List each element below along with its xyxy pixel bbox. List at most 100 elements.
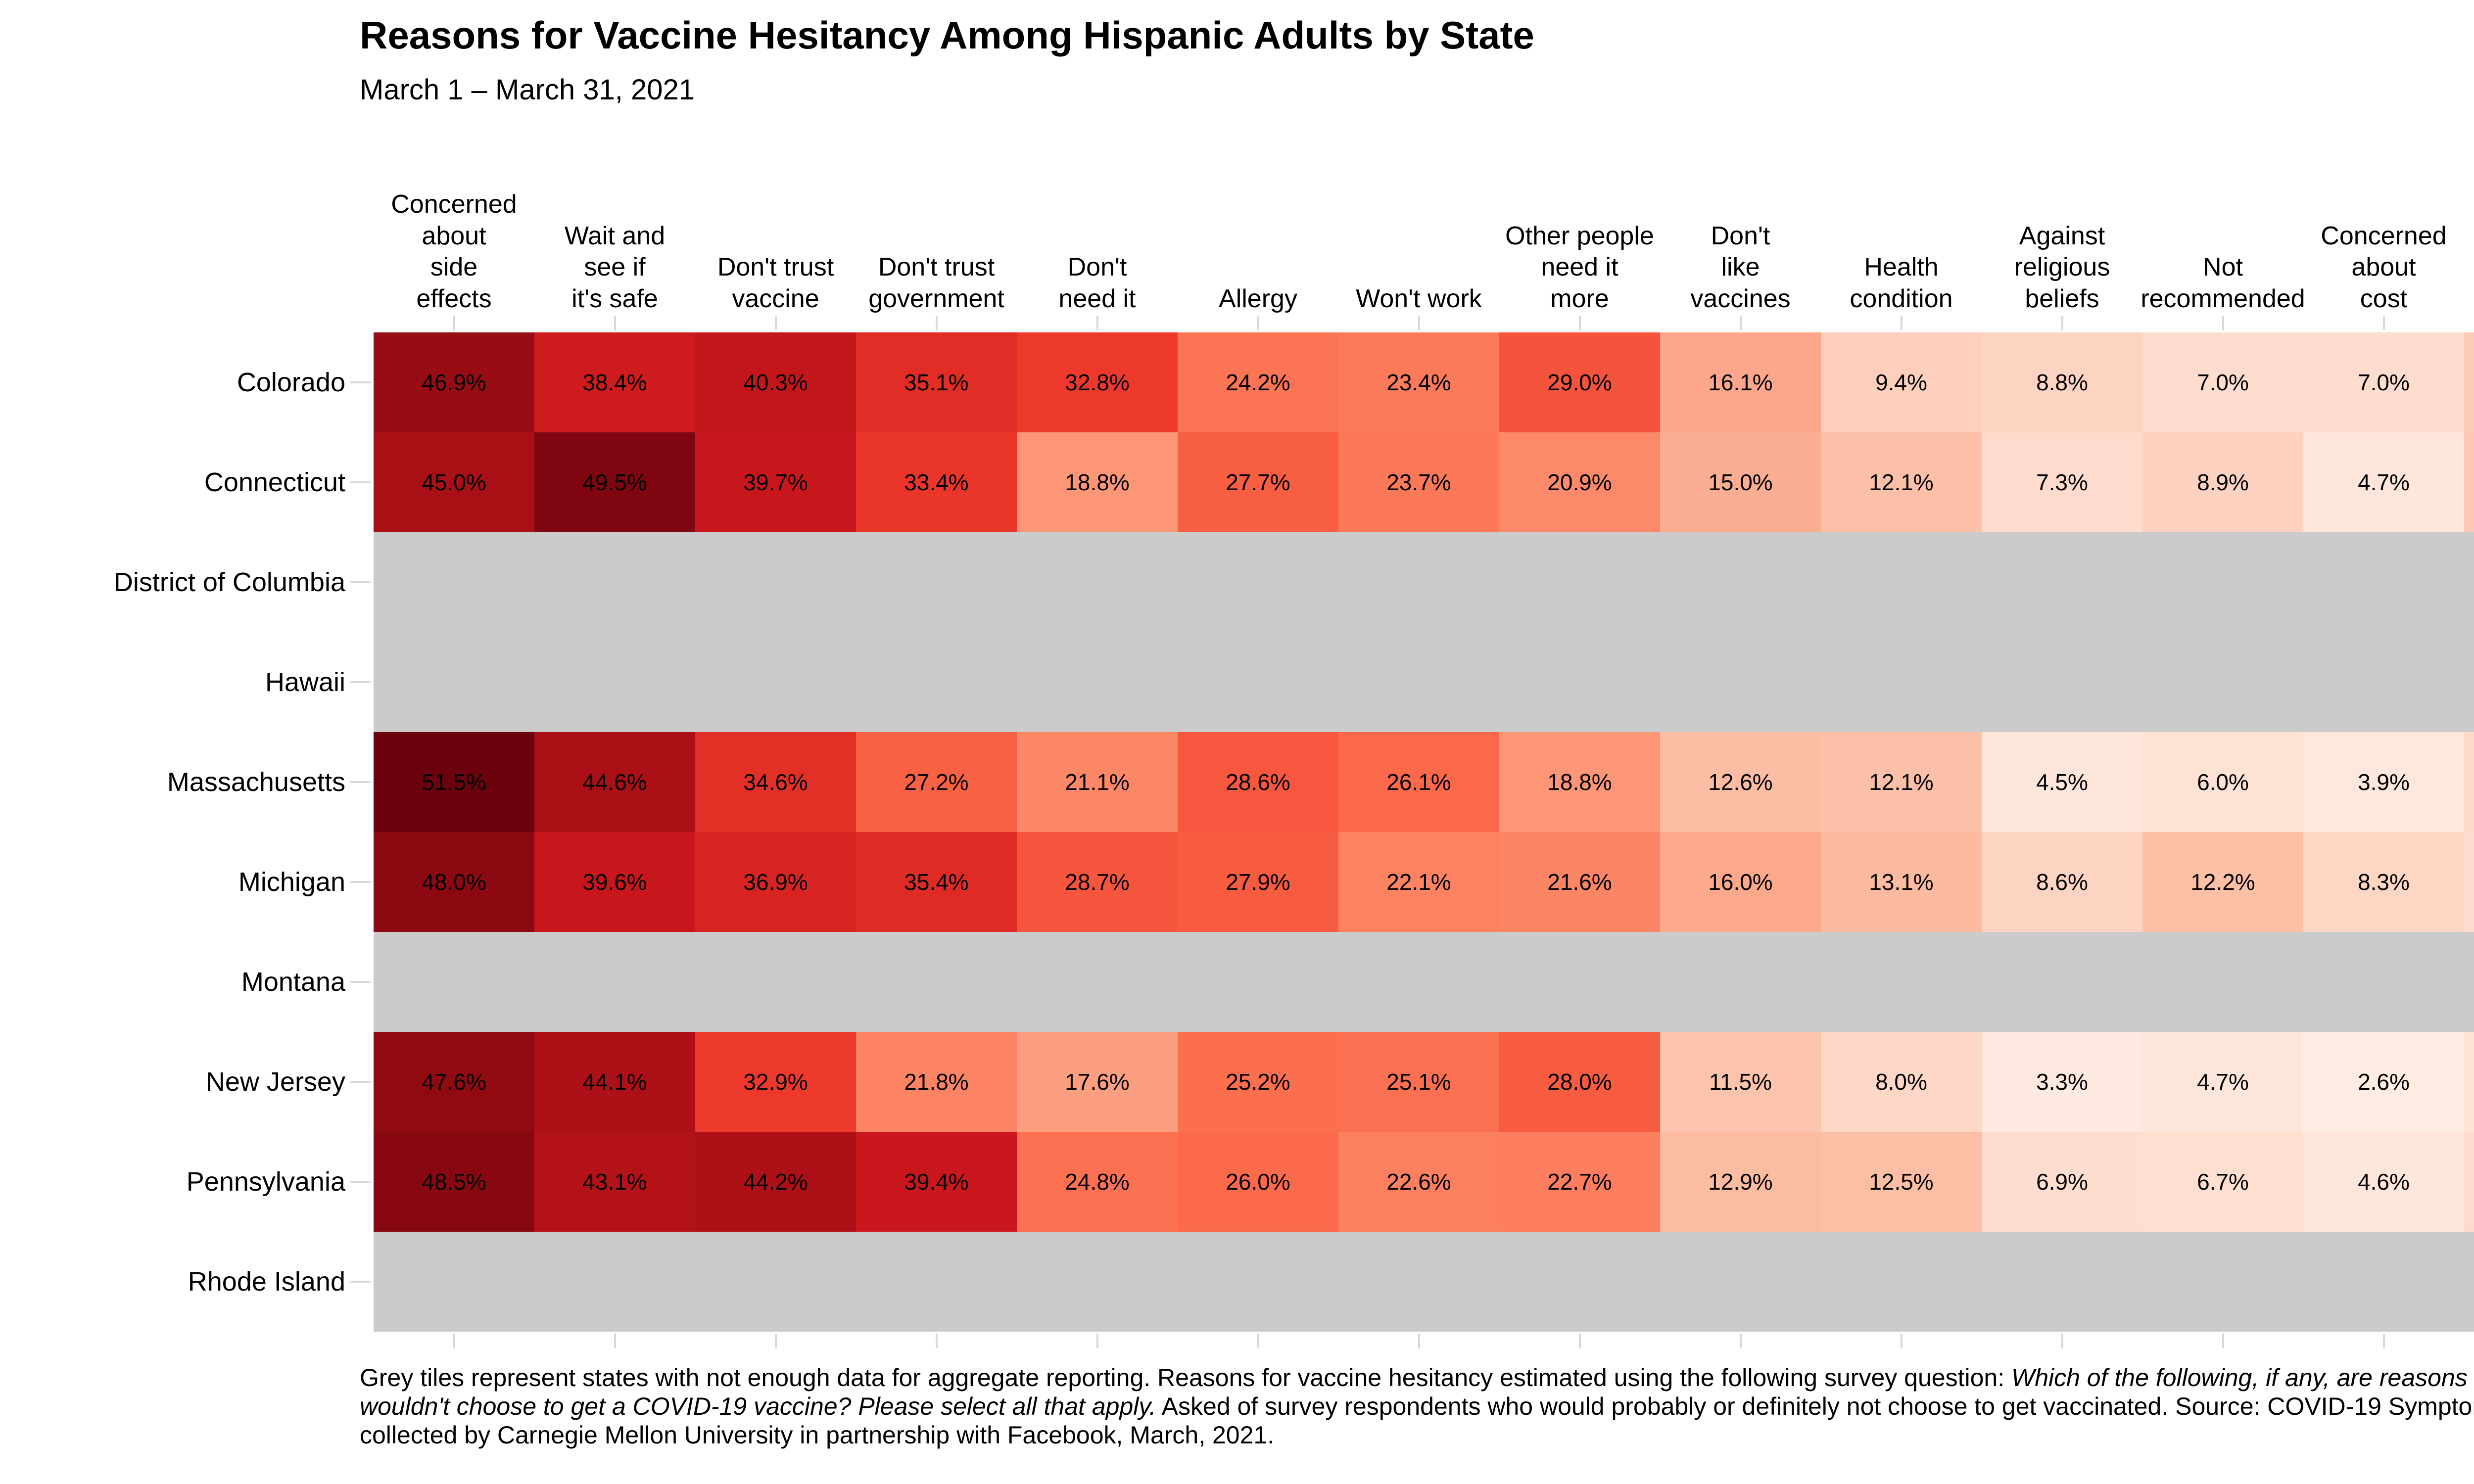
column-header: Wait and see if it's safe: [564, 221, 666, 313]
heatmap-cell: 8.3%: [2303, 832, 2464, 932]
axis-tick: [350, 1081, 371, 1083]
axis-tick: [2382, 1334, 2385, 1348]
heatmap-cell: 26.0%: [1178, 1132, 1338, 1232]
heatmap-cell: 44.2%: [695, 1132, 856, 1232]
column-header: Concerned about cost: [2321, 221, 2447, 313]
heatmap-cell: 10.5%: [2464, 432, 2474, 532]
heatmap-cell: 35.1%: [856, 332, 1017, 432]
heatmap-cell: 48.0%: [374, 832, 534, 932]
heatmap-cell: 26.1%: [1338, 732, 1499, 832]
footnote-text: Grey tiles represent states with not eno…: [360, 1364, 2011, 1391]
heatmap-cell: 3.9%: [2303, 732, 2464, 832]
chart-title: Reasons for Vaccine Hesitancy Among Hisp…: [360, 13, 1534, 57]
column-header: Against religious beliefs: [2014, 221, 2110, 313]
axis-tick: [2382, 316, 2385, 330]
heatmap-cell: 32.9%: [695, 1032, 856, 1132]
heatmap-cell: 32.8%: [1017, 332, 1178, 432]
axis-tick: [350, 681, 371, 683]
heatmap-row: 51.5% 44.6% 34.6% 27.2% 21.1% 28.6% 26.1% 18.8%…: [374, 732, 2474, 832]
heatmap-cell: 25.1%: [1338, 1032, 1499, 1132]
heatmap-cell: 12.5%: [1821, 1132, 1982, 1232]
heatmap-cell: 10.0%: [2464, 332, 2474, 432]
heatmap-cell: 16.0%: [1660, 832, 1821, 932]
column-header: Won't work: [1356, 284, 1482, 313]
axis-tick: [774, 316, 777, 330]
heatmap-cell: 20.9%: [1499, 432, 1660, 532]
heatmap-cell: 25.2%: [1178, 1032, 1338, 1132]
heatmap-cell: 24.8%: [1017, 1132, 1178, 1232]
row-label: New Jersey: [205, 1067, 345, 1097]
heatmap-row: [374, 532, 2474, 632]
heatmap-cell: 27.2%: [856, 732, 1017, 832]
heatmap-cell: 17.6%: [1017, 1032, 1178, 1132]
heatmap-cell: 4.7%: [2303, 432, 2464, 532]
heatmap-cell: 12.1%: [1821, 732, 1982, 832]
row-label: Massachusetts: [167, 767, 345, 797]
column-header: Not recommended: [2141, 253, 2305, 313]
axis-tick: [1578, 1334, 1581, 1348]
heatmap-cell: 21.6%: [1499, 832, 1660, 932]
heatmap-row: 47.6% 44.1% 32.9% 21.8% 17.6% 25.2% 25.1% 28.0%…: [374, 1032, 2474, 1132]
heatmap-cell: 4.6%: [2303, 1132, 2464, 1232]
heatmap-row: 48.0% 39.6% 36.9% 35.4% 28.7% 27.9% 22.1% 21.6%…: [374, 832, 2474, 932]
heatmap-row: 45.0% 49.5% 39.7% 33.4% 18.8% 27.7% 23.7% 20.9%…: [374, 432, 2474, 532]
axis-tick: [774, 1334, 777, 1348]
heatmap-cell: 22.1%: [1338, 832, 1499, 932]
heatmap-cell: 23.7%: [1338, 432, 1499, 532]
missing-data-tile: [374, 632, 2474, 732]
axis-tick: [350, 1281, 371, 1283]
heatmap-cell: 7.2%: [2464, 832, 2474, 932]
row-label: Pennsylvania: [186, 1167, 345, 1197]
heatmap-cell: 8.9%: [2142, 432, 2303, 532]
heatmap-cell: 4.5%: [1982, 732, 2142, 832]
heatmap-cell: 6.7%: [2142, 1132, 2303, 1232]
heatmap-row: [374, 932, 2474, 1032]
heatmap-row: [374, 632, 2474, 732]
heatmap-cell: 39.7%: [695, 432, 856, 532]
heatmap-cell: 7.3%: [1982, 432, 2142, 532]
axis-tick: [1418, 1334, 1420, 1348]
column-header: Health condition: [1850, 253, 1953, 313]
heatmap-cell: 6.0%: [2142, 732, 2303, 832]
axis-tick: [1900, 316, 1903, 330]
axis-tick: [350, 581, 371, 583]
heatmap-cell: 6.9%: [1982, 1132, 2142, 1232]
axis-tick: [2222, 316, 2224, 330]
heatmap-cell: 48.5%: [374, 1132, 534, 1232]
axis-tick: [614, 1334, 616, 1348]
heatmap-cell: 7.3%: [2464, 1132, 2474, 1232]
row-label: Rhode Island: [188, 1267, 345, 1297]
heatmap-cell: 4.7%: [2142, 1032, 2303, 1132]
heatmap-cell: 23.4%: [1338, 332, 1499, 432]
heatmap-cell: 9.4%: [1821, 332, 1982, 432]
missing-data-tile: [374, 1232, 2474, 1332]
axis-tick: [614, 316, 616, 330]
missing-data-tile: [374, 532, 2474, 632]
heatmap-cell: 21.8%: [856, 1032, 1017, 1132]
axis-tick: [453, 316, 455, 330]
axis-tick: [2061, 316, 2063, 330]
heatmap-cell: 51.5%: [374, 732, 534, 832]
axis-tick: [935, 316, 938, 330]
heatmap-cell: 18.8%: [1499, 732, 1660, 832]
heatmap-cell: 7.0%: [2142, 332, 2303, 432]
footnote: Grey tiles represent states with not eno…: [360, 1363, 2474, 1449]
axis-tick: [1900, 1334, 1903, 1348]
heatmap-cell: 43.1%: [534, 1132, 695, 1232]
heatmap-cell: 8.6%: [1982, 832, 2142, 932]
axis-tick: [350, 381, 371, 383]
heatmap-cell: 16.1%: [1660, 332, 1821, 432]
axis-tick: [1257, 316, 1259, 330]
heatmap-cell: 39.4%: [856, 1132, 1017, 1232]
row-label: Michigan: [238, 867, 345, 897]
heatmap-cell: 3.3%: [1982, 1032, 2142, 1132]
column-header: Don't trust vaccine: [717, 253, 834, 313]
axis-tick: [350, 881, 371, 883]
row-label: Montana: [241, 967, 345, 997]
heatmap-cell: 8.0%: [1821, 1032, 1982, 1132]
heatmap-cell: 12.2%: [2142, 832, 2303, 932]
column-headers: Concerned about side effects Wait and see…: [374, 154, 2474, 315]
heatmap-cell: 7.8%: [2464, 732, 2474, 832]
column-header: Don't like vaccines: [1690, 221, 1791, 313]
